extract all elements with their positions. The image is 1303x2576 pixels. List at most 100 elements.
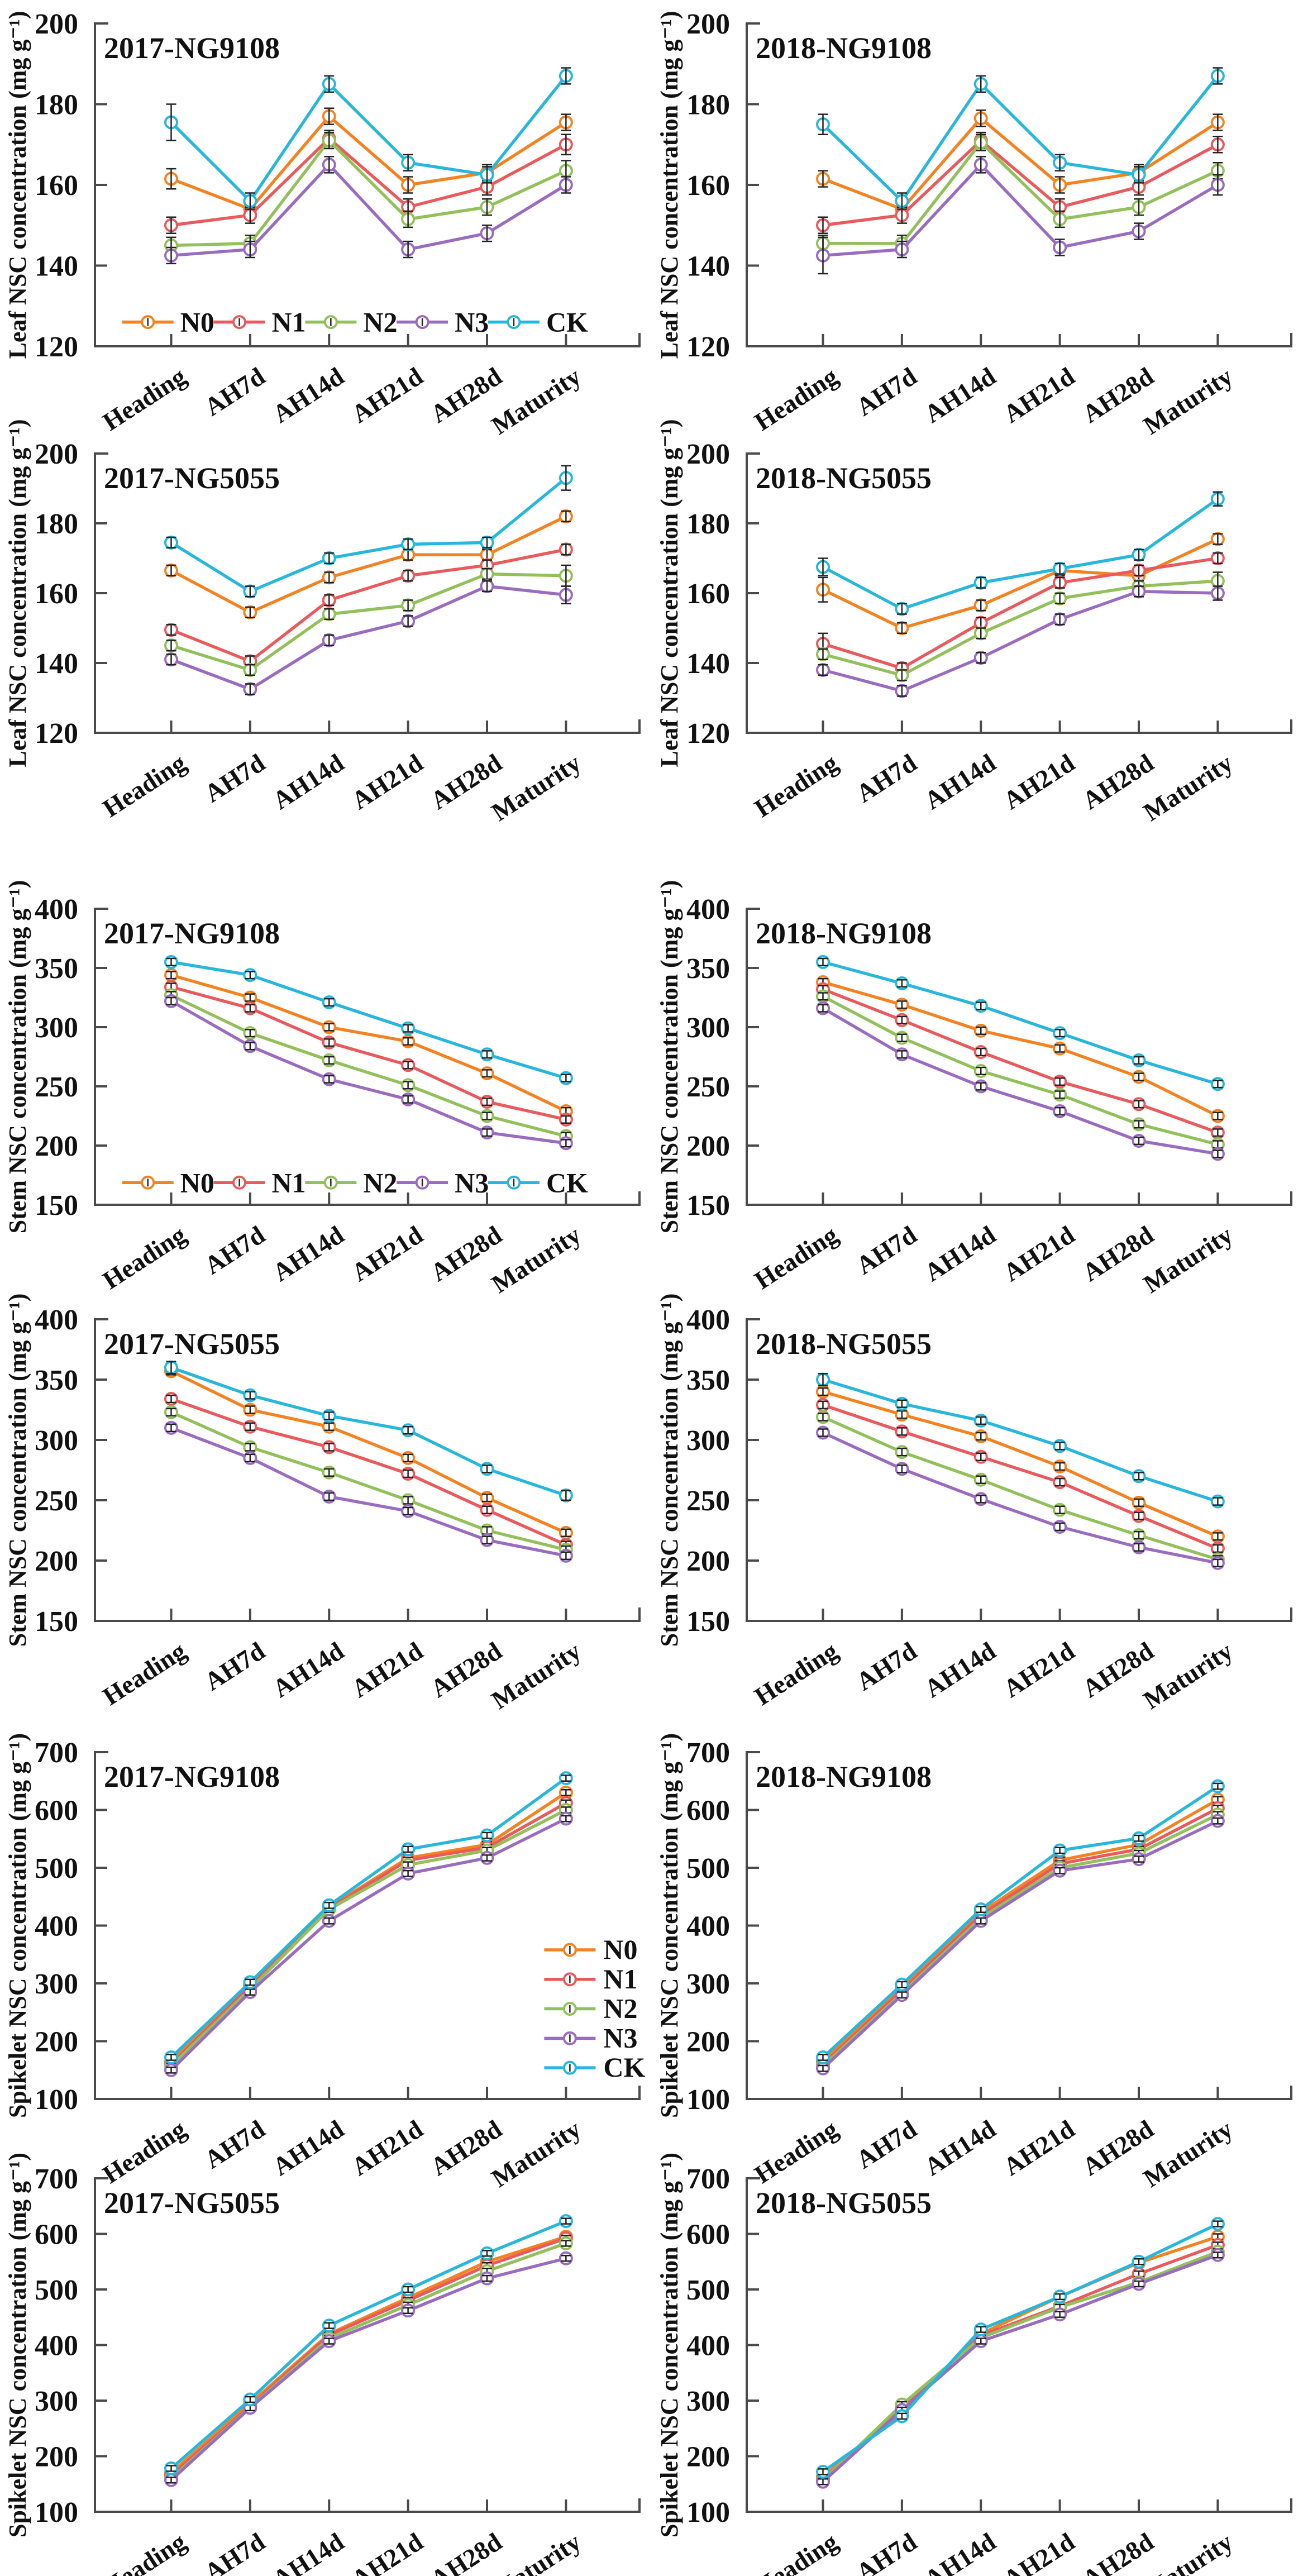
y-tick-labels: 120 140 160 180 200 [35,438,78,750]
x-tick-label: Heading [98,748,191,823]
series-N1 [816,551,1225,675]
panel-title: 2018-NG5055 [756,2186,932,2220]
y-tick-label: 400 [35,894,78,926]
series-N1 [164,2231,573,2483]
y-tick-label: 160 [35,170,78,202]
legend-item-N3: N3 [397,1167,489,1198]
y-tick-label: 200 [686,8,730,40]
y-tick-labels: 120 140 160 180 200 [686,438,730,750]
panel-title: 2018-NG5055 [756,461,932,495]
panel-title: 2018-NG9108 [756,917,932,950]
x-tick-label: AH28d [1077,2527,1159,2576]
y-tick-label: 400 [35,1304,78,1336]
y-tick-label: 300 [35,1968,78,2000]
legend-item-N0: N0 [122,1167,214,1198]
series-N1 [816,982,1225,1140]
legend-label: N1 [603,1963,637,1995]
panel-title: 2017-NG9108 [104,917,280,950]
y-tick-label: 250 [35,1485,78,1517]
y-tick-label: 600 [35,2219,78,2251]
series-N3 [816,584,1225,698]
y-tick-label: 700 [35,1737,78,1769]
y-tick-label: 200 [35,1545,78,1577]
chart-canvas-stem-2017-NG5055: 150 200 250 300 350 400 Heading AH7dAH14dAH21dA… [4,1294,641,1715]
y-tick-label: 250 [686,1071,730,1103]
chart-panel-leaf-2018-NG5055: 120 140 160 180 200 Heading AH7d AH14d AH21d AH28… [652,391,1303,827]
x-tick-label: Maturity [486,1637,586,1715]
y-tick-label: 600 [686,1795,730,1827]
legend-item-N1: N1 [544,1963,637,1995]
y-tick-label: 300 [35,1012,78,1044]
series-CK [164,1771,573,2064]
panel-title: 2017-NG5055 [104,2186,280,2220]
legend-item-CK: CK [488,1167,588,1198]
series-N0 [816,109,1225,218]
y-tick-label: 140 [686,648,730,680]
series-N1 [164,980,573,1127]
axis-ticks [747,103,1219,346]
series-CK [164,465,573,599]
legend-label: N0 [180,1167,214,1198]
y-tick-label: 140 [35,648,78,680]
x-tick-label: AH21d [998,1636,1080,1703]
series-N2 [164,1405,573,1557]
y-tick-label: 350 [35,1365,78,1396]
axes [746,2177,1292,2513]
y-tick-labels: 100 200 300 400 500 600 700 [35,1737,78,2116]
y-tick-label: 200 [35,2441,78,2473]
legend-item-N0: N0 [122,307,214,338]
x-tick-label: AH7d [851,748,922,808]
y-tick-label: 140 [35,251,78,283]
x-tick-label: AH7d [851,2527,922,2576]
y-tick-label: 250 [686,1485,730,1517]
series-N2 [816,1410,1225,1567]
legend-label: N3 [603,2022,637,2053]
legend: N0 N1 N2 N3 CK [122,307,588,338]
x-tick-label: AH7d [851,1220,922,1280]
chart-canvas-leaf-2018-NG5055: 120 140 160 180 200 Heading AH7dAH14dAH21dAH28… [656,419,1292,827]
y-tick-label: 300 [686,1012,730,1044]
y-tick-label: 400 [686,894,730,926]
y-tick-label: 250 [35,1071,78,1103]
axes [94,452,641,734]
series-CK [816,491,1225,616]
y-axis-title: Stem NSC concentration (mg g⁻¹) [4,1294,31,1647]
series-CK [816,1372,1225,1509]
legend-label: N0 [603,1934,637,1965]
axes [746,452,1292,734]
x-tick-label: Heading [750,748,843,823]
chart-panel-spikelet-2017-NG9108: 100 200 300 400 500 600 700 Heading AH7d AH14d AH2… [0,1721,651,2193]
x-tick-label: AH21d [998,748,1080,815]
series-N3 [164,1811,573,2077]
y-tick-label: 120 [686,718,730,750]
legend-item-N1: N1 [213,307,306,338]
panel-title: 2018-NG9108 [756,31,932,65]
series-CK [816,2217,1225,2479]
y-axis-title: Stem NSC concentration (mg g⁻¹) [656,1294,683,1647]
y-tick-label: 400 [686,1304,730,1336]
y-tick-label: 300 [686,2386,730,2417]
x-tick-label: AH7d [851,1636,922,1696]
chart-panel-spikelet-2018-NG9108: 100 200 300 400 500 600 700 Heading AH7d AH14d AH2… [652,1721,1303,2193]
x-tick-label: AH7d [199,748,270,808]
series-N0 [164,509,573,619]
y-tick-label: 140 [686,251,730,283]
y-axis-title: Spikelet NSC concentration (mg g⁻¹) [656,2153,683,2537]
y-tick-label: 400 [686,2330,730,2362]
legend: N0 N1 N2 N3 CK [122,1167,588,1198]
axes [746,22,1292,347]
series-N2 [816,989,1225,1152]
y-tick-label: 200 [686,2441,730,2473]
series-CK [164,67,573,210]
legend-item-CK: CK [544,2052,645,2083]
y-tick-label: 160 [35,578,78,610]
y-tick-label: 120 [686,331,730,363]
y-tick-label: 200 [686,2026,730,2058]
axis-ticks [95,1809,567,2099]
y-tick-labels: 100 200 300 400 500 600 700 [686,2163,730,2529]
axis-ticks [95,522,567,733]
